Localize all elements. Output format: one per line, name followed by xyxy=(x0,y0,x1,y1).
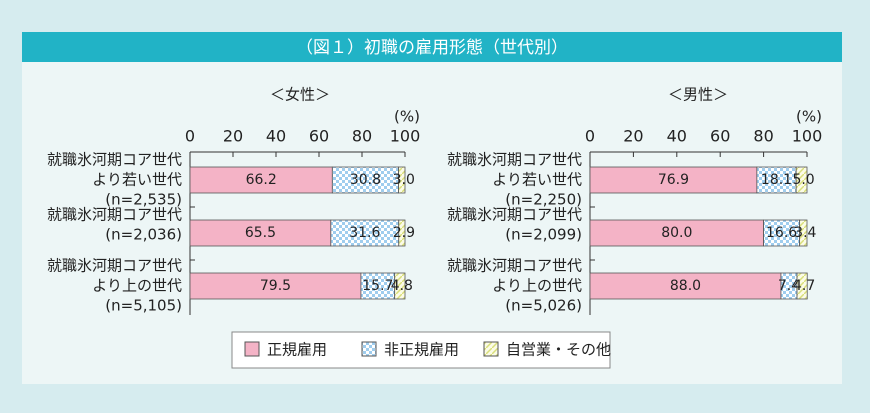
value-label: 66.2 xyxy=(246,172,277,188)
x-tick-label: 20 xyxy=(223,127,243,146)
category-label: より若い世代 xyxy=(492,171,582,189)
category-label: より上の世代 xyxy=(492,277,582,295)
value-label: 2.9 xyxy=(393,225,415,241)
legend-swatch xyxy=(483,341,499,357)
value-label: 4.7 xyxy=(793,278,815,294)
category-label: (n=2,036) xyxy=(105,226,182,244)
title: （図１）初職の雇用形態（世代別） xyxy=(296,38,568,58)
value-label: 15.7 xyxy=(362,278,393,294)
value-label: 80.0 xyxy=(661,225,692,241)
value-label: 79.5 xyxy=(260,278,291,294)
bar-segment xyxy=(330,219,400,247)
legend-label: 正規雇用 xyxy=(267,341,327,359)
x-tick-label: 100 xyxy=(390,127,421,146)
value-label: 4.8 xyxy=(391,278,413,294)
value-label: 88.0 xyxy=(670,278,701,294)
legend xyxy=(231,331,611,369)
value-label: 65.5 xyxy=(245,225,276,241)
category-label: より上の世代 xyxy=(92,277,182,295)
value-label: 3.0 xyxy=(393,172,415,188)
x-tick-label: 100 xyxy=(792,127,823,146)
bar-segment xyxy=(189,272,362,300)
subtitle: ＜男性＞ xyxy=(668,86,728,104)
category-label: (n=5,105) xyxy=(105,297,182,315)
category-label: 就職氷河期コア世代 xyxy=(447,151,582,169)
category-label: 就職氷河期コア世代 xyxy=(447,257,582,275)
x-tick-label: 0 xyxy=(185,127,195,146)
bar-segment xyxy=(189,166,333,194)
category-label: (n=5,026) xyxy=(505,297,582,315)
bar-segment xyxy=(795,166,808,194)
bar-segment xyxy=(394,272,406,300)
bar-segment xyxy=(589,166,758,194)
category-label: (n=2,535) xyxy=(105,191,182,209)
category-label: より若い世代 xyxy=(92,171,182,189)
legend-swatch xyxy=(244,341,260,357)
x-tick-label: 40 xyxy=(266,127,286,146)
category-label: 就職氷河期コア世代 xyxy=(47,206,182,224)
legend-label: 自営業・その他 xyxy=(506,341,611,359)
category-label: (n=2,099) xyxy=(505,226,582,244)
category-label: (n=2,250) xyxy=(505,191,582,209)
x-tick-label: 60 xyxy=(710,127,730,146)
bar-segment xyxy=(331,166,399,194)
title-bar xyxy=(22,32,842,62)
value-label: 76.9 xyxy=(658,172,689,188)
bar-segment xyxy=(763,219,801,247)
value-label: 31.6 xyxy=(349,225,380,241)
x-tick-label: 80 xyxy=(753,127,773,146)
value-label: 18.1 xyxy=(761,172,792,188)
category-label: 就職氷河期コア世代 xyxy=(47,257,182,275)
x-tick-label: 40 xyxy=(667,127,687,146)
subtitle: ＜女性＞ xyxy=(270,86,330,104)
bar-segment xyxy=(398,166,406,194)
legend-swatch xyxy=(361,341,377,357)
x-tick-label: 0 xyxy=(585,127,595,146)
value-label: 16.6 xyxy=(766,225,797,241)
legend-label: 非正規雇用 xyxy=(384,341,459,359)
x-tick-label: 20 xyxy=(623,127,643,146)
unit: (%) xyxy=(796,108,822,126)
category-label: 就職氷河期コア世代 xyxy=(47,151,182,169)
bar-segment xyxy=(589,219,765,247)
value-label: 30.8 xyxy=(350,172,381,188)
bar-segment xyxy=(796,272,808,300)
x-tick-label: 60 xyxy=(309,127,329,146)
unit: (%) xyxy=(394,108,420,126)
bar-segment xyxy=(756,166,797,194)
x-tick-label: 80 xyxy=(352,127,372,146)
bar-segment xyxy=(799,219,808,247)
category-label: 就職氷河期コア世代 xyxy=(447,206,582,224)
value-label: 7.4 xyxy=(778,278,800,294)
value-label: 3.4 xyxy=(794,225,816,241)
bar-segment xyxy=(398,219,406,247)
value-label: 5.0 xyxy=(792,172,814,188)
